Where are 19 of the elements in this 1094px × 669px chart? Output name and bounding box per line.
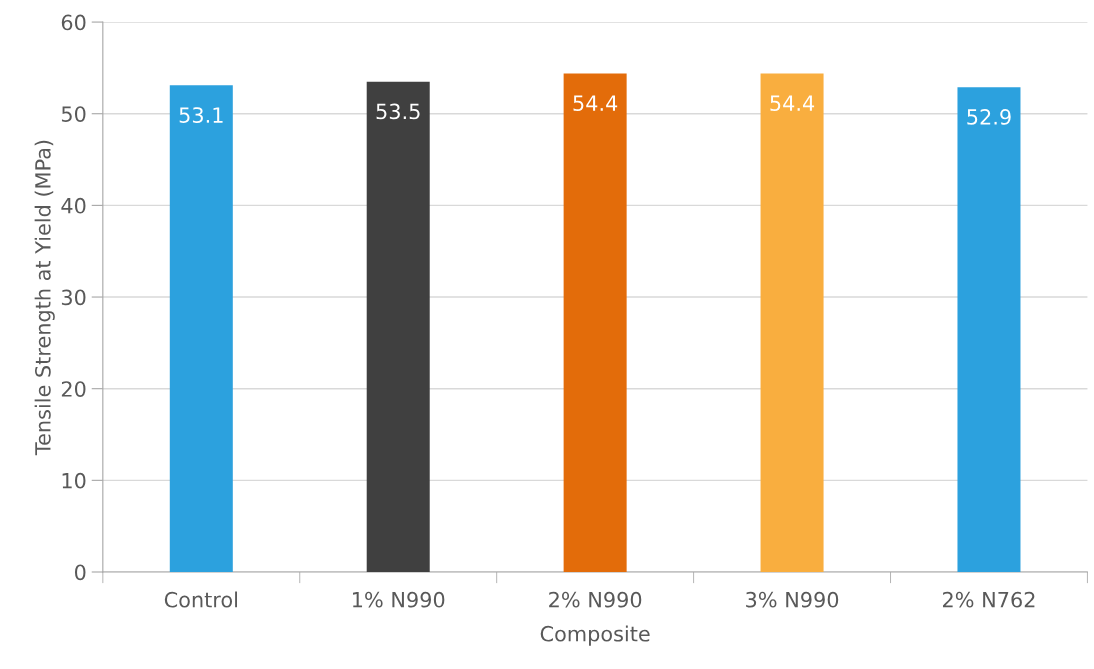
- y-tick-label: 50: [61, 106, 86, 122]
- data-label: 53.1: [179, 107, 223, 123]
- y-axis-title: Tensile Strength at Yield (MPa): [34, 140, 55, 456]
- y-tick-label: 0: [74, 564, 86, 581]
- y-tick-label: 30: [61, 289, 86, 306]
- x-tick-label: 1% N990: [352, 591, 445, 608]
- y-tick-label: 60: [61, 14, 86, 31]
- x-axis-title: Composite: [540, 625, 650, 646]
- y-tick-label: 10: [62, 472, 86, 489]
- data-label: 54.4: [573, 95, 618, 112]
- x-tick-label: 3% N990: [746, 591, 839, 608]
- data-label: 52.9: [967, 109, 1011, 125]
- y-tick-label: 20: [61, 381, 86, 397]
- data-label: 54.4: [770, 95, 815, 112]
- x-tick-label: 2% N990: [549, 591, 642, 608]
- data-label: 53.5: [376, 103, 420, 120]
- x-tick-label: Control: [164, 591, 237, 608]
- y-tick-label: 40: [61, 197, 86, 214]
- x-tick-label: 2% N762: [942, 591, 1035, 608]
